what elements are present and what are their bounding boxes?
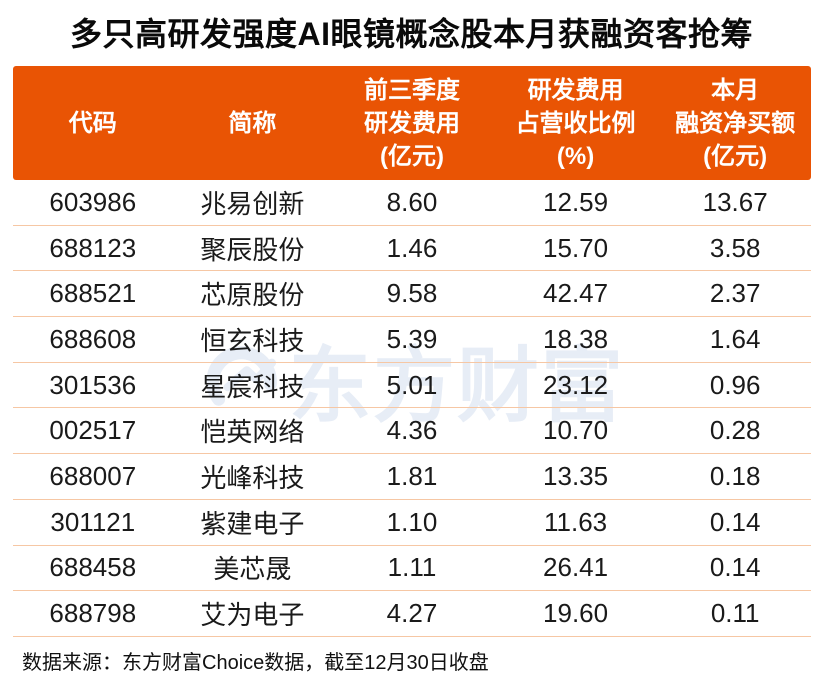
table-row: 301536 星宸科技 5.01 23.12 0.96 — [13, 363, 811, 409]
table-cell: 10.70 — [543, 415, 609, 446]
table-cell: 18.38 — [543, 323, 609, 354]
table-cell: 26.41 — [543, 552, 609, 583]
table-cell: 1.10 — [386, 506, 438, 537]
table-cell: 0.14 — [709, 552, 761, 583]
column-header: 代码 — [68, 109, 117, 137]
data-source-note: 数据来源：东方财富Choice数据，截至12月30日收盘 — [22, 652, 489, 674]
table-cell: 603986 — [49, 186, 137, 217]
table-cell: 星宸科技 — [200, 371, 305, 402]
table-row: 688123 聚辰股份 1.46 15.70 3.58 — [13, 226, 811, 272]
table-cell: 2.37 — [709, 278, 761, 309]
column-header: 简称 — [228, 109, 277, 137]
table-cell: 4.27 — [386, 598, 438, 629]
table-cell: 紫建电子 — [200, 508, 305, 539]
table-body: 603986 兆易创新 8.60 12.59 13.67 688123 聚辰股份 1.46 15… — [13, 180, 811, 637]
table-cell: 301121 — [50, 506, 136, 537]
table-cell: 芯原股份 — [200, 280, 305, 311]
table-cell: 4.36 — [386, 415, 438, 446]
table-cell: 13.67 — [702, 186, 768, 217]
table-cell: 688458 — [49, 552, 137, 583]
table-row: 603986 兆易创新 8.60 12.59 13.67 — [13, 180, 811, 226]
table-cell: 1.81 — [386, 460, 438, 491]
table-cell: 688007 — [49, 460, 137, 491]
table-cell: 19.60 — [543, 598, 609, 629]
table-cell: 5.01 — [386, 369, 438, 400]
table-cell: 301536 — [49, 369, 137, 400]
table-header-row: 代码 简称 前三季度 研发费用 (亿元) 研发费用 占营收比例 (%) 本月 融资净买额 (亿元) — [13, 66, 811, 180]
table-cell: 聚辰股份 — [200, 234, 305, 265]
table-row: 688007 光峰科技 1.81 13.35 0.18 — [13, 454, 811, 500]
table-cell: 5.39 — [386, 323, 438, 354]
table-cell: 恒玄科技 — [200, 325, 305, 356]
table-row: 301121 紫建电子 1.10 11.63 0.14 — [13, 500, 811, 546]
table-cell: 0.96 — [709, 369, 761, 400]
table-cell: 兆易创新 — [200, 188, 305, 219]
table-cell: 1.11 — [387, 552, 437, 583]
table-cell: 0.28 — [709, 415, 761, 446]
table-cell: 恺英网络 — [200, 417, 305, 448]
column-header: 前三季度 研发费用 (亿元) — [363, 76, 460, 170]
table-row: 002517 恺英网络 4.36 10.70 0.28 — [13, 408, 811, 455]
column-header: 本月 融资净买额 (亿元) — [675, 76, 796, 170]
table-row: 688608 恒玄科技 5.39 18.38 1.64 — [13, 317, 811, 363]
table-row: 688458 美芯晟 1.11 26.41 0.14 — [13, 546, 811, 592]
table-cell: 42.47 — [543, 278, 609, 309]
table-cell: 688608 — [49, 323, 137, 354]
table-cell: 9.58 — [386, 278, 438, 309]
page-title: 多只高研发强度AI眼镜概念股本月获融资客抢筹 — [69, 16, 753, 52]
table-row: 688521 芯原股份 9.58 42.47 2.37 — [13, 271, 811, 318]
table-cell: 23.12 — [543, 369, 609, 400]
table-cell: 688798 — [49, 598, 137, 629]
table-cell: 3.58 — [709, 232, 761, 263]
table-cell: 美芯晟 — [213, 554, 292, 585]
table-cell: 13.35 — [543, 460, 609, 491]
table-cell: 1.46 — [386, 232, 438, 263]
table-cell: 1.64 — [709, 323, 761, 354]
table-cell: 光峰科技 — [200, 462, 305, 493]
table-cell: 0.18 — [709, 460, 761, 491]
table-cell: 0.11 — [710, 598, 760, 629]
table-cell: 12.59 — [543, 186, 609, 217]
table-row: 688798 艾为电子 4.27 19.60 0.11 — [13, 591, 811, 637]
table-cell: 002517 — [49, 415, 137, 446]
table-cell: 15.70 — [543, 232, 609, 263]
table-cell: 0.14 — [709, 506, 761, 537]
table-cell: 11.63 — [544, 506, 608, 537]
stocks-table: 代码 简称 前三季度 研发费用 (亿元) 研发费用 占营收比例 (%) 本月 融资净买额 (亿元) … — [13, 66, 811, 637]
table-cell: 688123 — [49, 232, 137, 263]
table-cell: 688521 — [49, 278, 137, 309]
table-cell: 艾为电子 — [200, 600, 305, 631]
column-header: 研发费用 占营收比例 (%) — [515, 76, 636, 170]
table-cell: 8.60 — [386, 186, 438, 217]
